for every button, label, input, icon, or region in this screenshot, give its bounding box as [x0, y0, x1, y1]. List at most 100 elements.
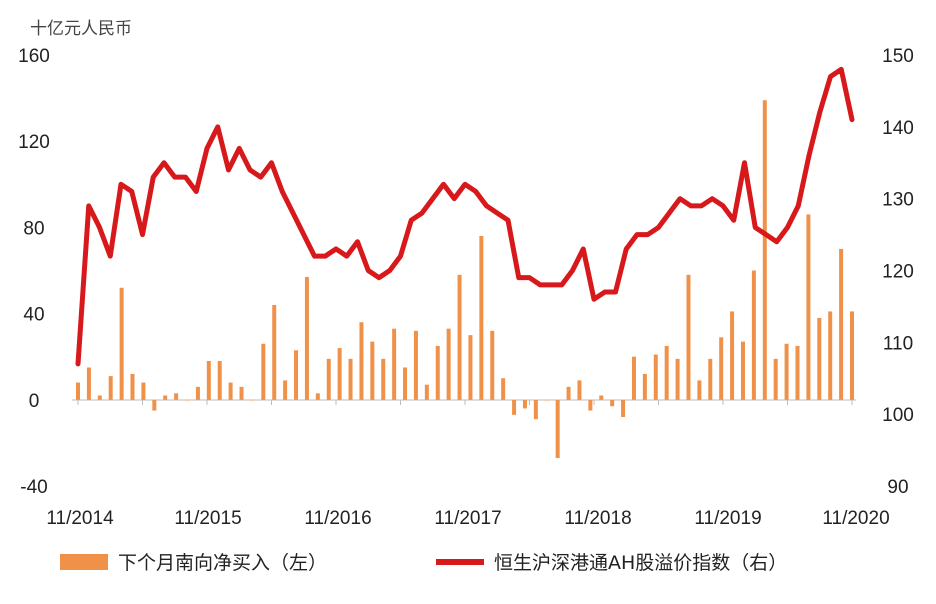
x-tick-label: 11/2019 [694, 508, 761, 529]
bar [315, 393, 320, 400]
bar [501, 378, 506, 400]
bar [621, 399, 626, 418]
bar [664, 345, 669, 400]
x-tick-label: 11/2017 [434, 508, 501, 529]
right-tick-label: 150 [882, 46, 914, 67]
bar [435, 345, 440, 400]
line-series-group [75, 66, 855, 367]
bar [261, 343, 266, 400]
x-tick-label: 11/2015 [174, 508, 241, 529]
right-tick-label: 120 [882, 262, 914, 283]
x-tick-label: 11/2020 [822, 508, 889, 529]
bar [195, 386, 200, 400]
bar [512, 399, 517, 415]
bar [272, 304, 277, 400]
bar [522, 399, 527, 409]
bar [130, 373, 135, 400]
bar [413, 330, 418, 400]
x-axis-ticks: 11/2014 11/2015 11/2016 11/2017 11/2018 11/20… [46, 400, 890, 529]
bar [108, 376, 113, 400]
bar [697, 380, 702, 400]
bar [424, 384, 429, 400]
bar [740, 341, 745, 400]
bar [217, 361, 222, 400]
bar [174, 393, 179, 400]
x-tick-label: 11/2016 [304, 508, 371, 529]
bar [283, 380, 288, 400]
left-tick-label: 160 [18, 46, 50, 67]
bar [719, 337, 724, 400]
bar [784, 343, 789, 400]
bar [588, 399, 593, 411]
bar [446, 328, 451, 400]
bar [850, 311, 854, 400]
unit-label: 十亿元人民币 [30, 19, 132, 39]
bar-series [76, 100, 854, 458]
bar [817, 317, 822, 400]
bar [533, 399, 538, 420]
bar [599, 395, 604, 400]
bar [631, 356, 636, 400]
bar [228, 382, 233, 400]
bar [185, 399, 190, 401]
bar [337, 348, 342, 400]
bar [675, 358, 680, 400]
bar [730, 311, 735, 400]
left-tick-label: 0 [29, 391, 40, 412]
line-series [75, 66, 855, 367]
bar [250, 399, 255, 401]
bar [751, 270, 756, 400]
bar [708, 358, 713, 400]
legend: 下个月南向净买入（左） 恒生沪深港通AH股溢价指数（右） [60, 552, 787, 574]
right-tick-label: 110 [883, 333, 913, 354]
bar [381, 358, 386, 400]
legend-bar-label: 下个月南向净买入（左） [118, 552, 327, 574]
bar [294, 350, 299, 400]
bar [359, 322, 364, 400]
bar [86, 367, 91, 400]
right-tick-label: 100 [882, 405, 914, 426]
left-tick-label: 120 [18, 132, 50, 153]
legend-line-label: 恒生沪深港通AH股溢价指数（右） [494, 552, 787, 574]
bar [566, 386, 571, 400]
bar [141, 382, 146, 400]
bar [468, 335, 473, 400]
bar [304, 276, 309, 400]
left-tick-label: -40 [20, 477, 47, 498]
left-tick-label: 40 [23, 305, 44, 326]
right-tick-label: 130 [882, 190, 914, 211]
bar [577, 380, 582, 400]
bar [773, 358, 778, 400]
bar [653, 354, 658, 400]
bar [239, 386, 244, 400]
bar [206, 361, 211, 400]
bar [544, 399, 549, 401]
right-axis-ticks: 150 140 130 120 110 100 90 [882, 46, 914, 498]
legend-bar-swatch [60, 554, 108, 570]
bar [97, 395, 102, 400]
x-tick-label: 11/2014 [46, 508, 114, 529]
bar [839, 248, 844, 400]
bar [326, 358, 331, 400]
bar [490, 330, 495, 400]
bar [610, 399, 615, 407]
bar [686, 274, 691, 400]
bar [348, 358, 353, 400]
bar [762, 100, 767, 400]
bar [642, 373, 647, 400]
right-tick-label: 140 [882, 118, 914, 139]
bar [479, 236, 484, 400]
bar [370, 341, 375, 400]
bar [76, 382, 80, 400]
bar [163, 395, 168, 400]
bar [795, 345, 800, 400]
left-axis-ticks: 160 120 80 40 0 -40 [18, 46, 50, 498]
bar [457, 274, 462, 400]
left-tick-label: 80 [23, 218, 44, 239]
bar [403, 367, 408, 400]
bar [152, 399, 157, 411]
right-tick-label: 90 [887, 477, 908, 498]
x-tick-label: 11/2018 [564, 508, 631, 529]
bar [806, 214, 811, 400]
